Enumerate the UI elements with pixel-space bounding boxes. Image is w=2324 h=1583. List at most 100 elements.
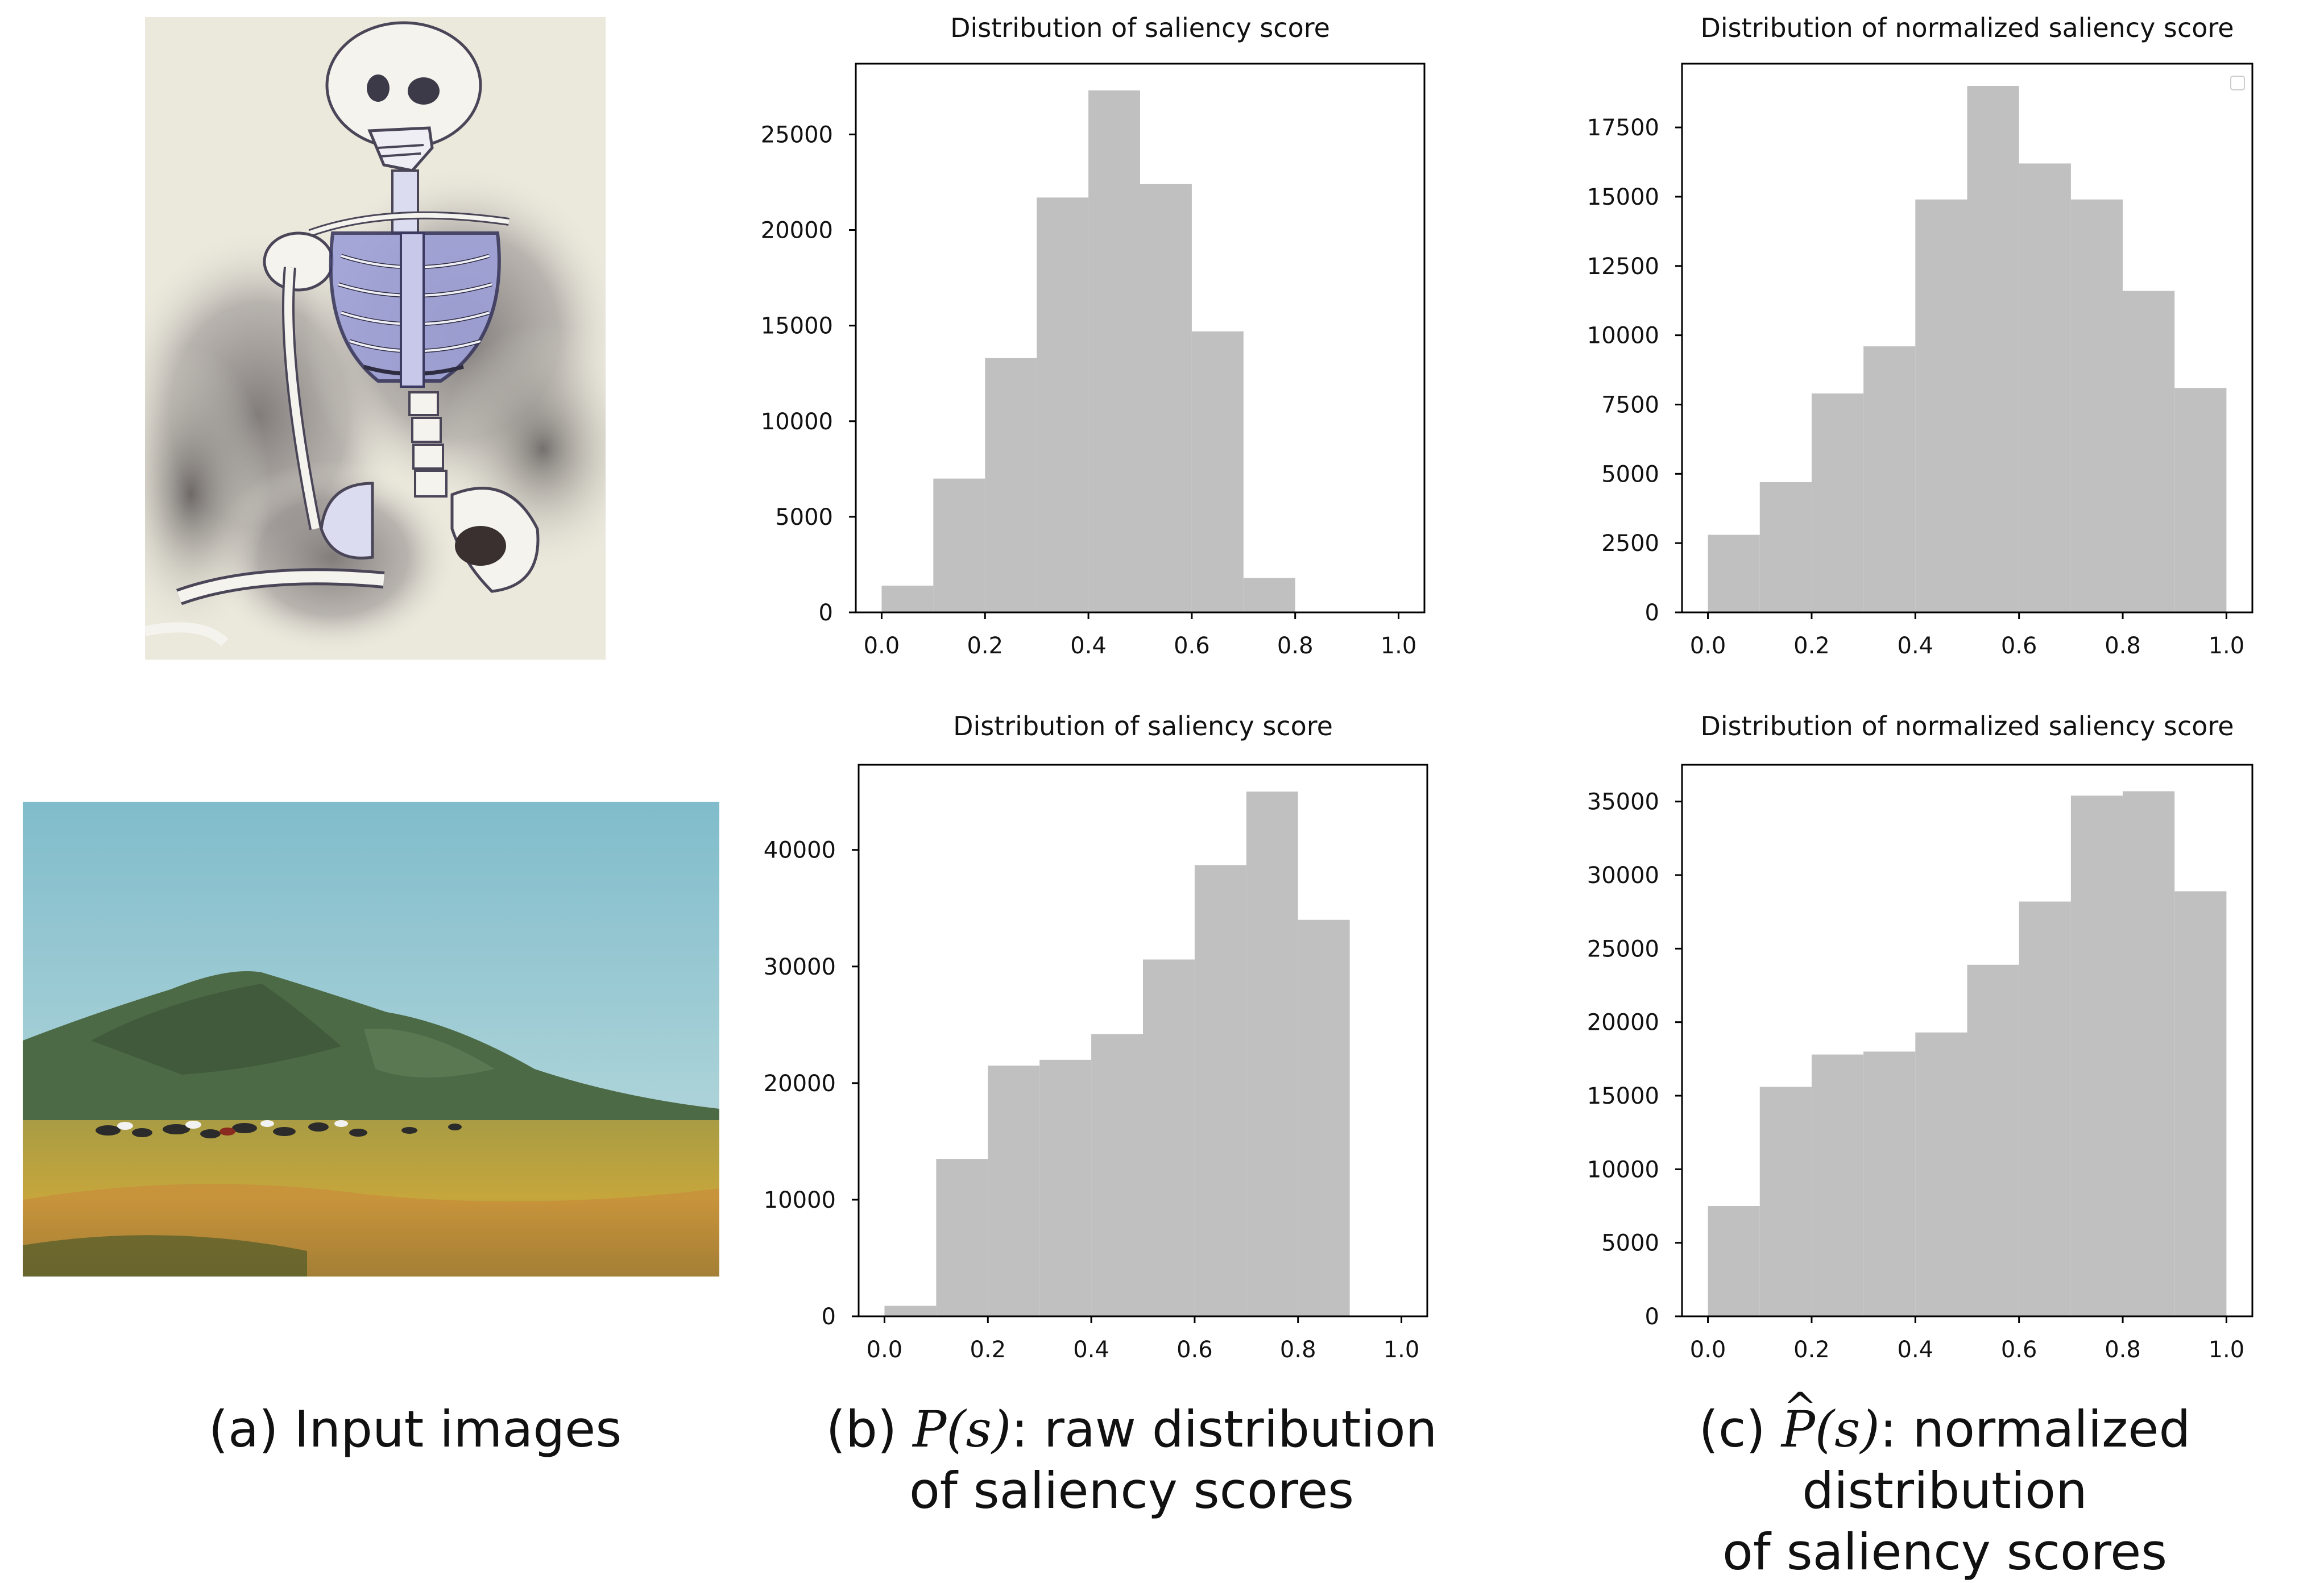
histogram-bar <box>1298 919 1350 1316</box>
histogram-bar <box>1246 792 1298 1316</box>
y-tick-label: 10000 <box>1587 323 1659 349</box>
plot-frame <box>1681 63 2253 614</box>
histogram-bar <box>1915 199 1967 613</box>
plot-frame <box>857 764 1428 1317</box>
x-tick-label: 1.0 <box>2209 633 2245 659</box>
y-tick-label: 0 <box>822 1304 836 1330</box>
plot-frame <box>855 63 1426 614</box>
x-tick-label: 0.0 <box>864 633 900 659</box>
y-tick-label: 15000 <box>761 313 833 339</box>
histogram-bar <box>936 1159 988 1316</box>
histogram-bar <box>1039 1059 1092 1316</box>
x-tick-label: 0.8 <box>2105 633 2141 659</box>
y-tick-label: 40000 <box>764 838 836 864</box>
histogram-bar <box>2123 291 2175 612</box>
histogram-bar <box>2070 795 2123 1316</box>
x-tick-label: 0.4 <box>1070 633 1107 659</box>
x-tick-label: 1.0 <box>2209 1337 2245 1363</box>
x-tick-label: 0.2 <box>967 633 1003 659</box>
histogram-bar <box>1811 1054 1864 1316</box>
histogram-bar <box>1140 184 1192 613</box>
chart-title: Distribution of saliency score <box>950 13 1330 43</box>
y-tick-label: 10000 <box>764 1187 836 1213</box>
histogram-bar <box>2070 199 2123 613</box>
x-tick-label: 0.0 <box>867 1337 903 1363</box>
y-tick-label: 35000 <box>1587 789 1659 815</box>
y-tick-label: 7500 <box>1601 392 1659 418</box>
caption-c-line2: of saliency scores <box>1722 1523 2168 1581</box>
y-tick-label: 5000 <box>775 504 833 531</box>
caption-c-line1: (c) P(s): normalized distribution <box>1569 1377 2320 1522</box>
x-tick-label: 1.0 <box>1383 1337 1420 1363</box>
histogram-bar <box>985 358 1037 612</box>
y-tick-label: 15000 <box>1587 1083 1659 1109</box>
x-tick-label: 0.6 <box>2001 633 2037 659</box>
x-tick-label: 1.0 <box>1381 633 1417 659</box>
x-tick-label: 0.2 <box>970 1337 1006 1363</box>
histogram-bar <box>1967 964 2019 1316</box>
histogram-bar <box>2019 901 2071 1316</box>
x-tick-label: 0.6 <box>1174 633 1210 659</box>
x-tick-label: 0.4 <box>1898 633 1934 659</box>
input-image-landscape <box>23 802 719 1277</box>
histogram-bar <box>1759 1087 1812 1316</box>
histogram-bar <box>2174 891 2227 1316</box>
chart-raw-top: Distribution of saliency score 0.0 0.2 0.4 0… <box>761 13 1426 659</box>
caption-c-math-rest: (s) <box>1815 1400 1880 1458</box>
chart-normalized-top: Distribution of normalized saliency scor… <box>1587 13 2253 659</box>
chart-title: Distribution of normalized saliency scor… <box>1700 13 2234 43</box>
y-tick-label: 0 <box>1645 1304 1659 1330</box>
chart-title: Distribution of normalized saliency scor… <box>1700 711 2234 741</box>
histogram-bar <box>1037 197 1089 612</box>
y-tick-label: 10000 <box>761 409 833 435</box>
y-tick-label: 5000 <box>1601 461 1659 487</box>
caption-b: (b) P(s): raw distribution of saliency s… <box>756 1399 1507 1522</box>
histogram-bar <box>1811 393 1864 612</box>
histogram-bar <box>1191 331 1244 612</box>
x-tick-label: 0.8 <box>2105 1337 2141 1363</box>
y-tick-label: 0 <box>819 600 833 626</box>
plot-frame <box>1681 764 2253 1317</box>
y-tick-label: 30000 <box>1587 863 1659 889</box>
y-tick-label: 20000 <box>1587 1010 1659 1036</box>
histogram-bar <box>1088 90 1140 612</box>
x-tick-label: 0.2 <box>1793 1337 1830 1363</box>
histogram-bar <box>1863 346 1916 612</box>
y-tick-label: 15000 <box>1587 184 1659 210</box>
x-tick-label: 0.8 <box>1280 1337 1316 1363</box>
x-tick-label: 0.0 <box>1690 1337 1726 1363</box>
input-image-skeleton <box>145 17 606 660</box>
x-tick-label: 0.4 <box>1073 1337 1109 1363</box>
x-tick-label: 0.2 <box>1793 633 1830 659</box>
histogram-bar <box>1759 482 1812 612</box>
y-tick-label: 17500 <box>1587 115 1659 141</box>
y-tick-label: 2500 <box>1601 531 1659 557</box>
histogram-bar <box>1708 1206 1760 1316</box>
histogram-bar <box>988 1066 1040 1316</box>
histogram-bar <box>1243 578 1295 612</box>
histogram-bar <box>1708 534 1760 612</box>
histogram-bar <box>884 1306 937 1316</box>
histogram-bar <box>2123 791 2175 1316</box>
histogram-bar <box>2174 388 2227 612</box>
histogram-bar <box>1967 85 2019 613</box>
x-tick-label: 0.8 <box>1277 633 1314 659</box>
chart-normalized-bottom: Distribution of normalized saliency scor… <box>1587 711 2253 1363</box>
y-tick-label: 5000 <box>1601 1230 1659 1257</box>
caption-a: (a) Input images <box>208 1400 622 1458</box>
y-tick-label: 0 <box>1645 600 1659 626</box>
legend-box <box>2230 76 2245 90</box>
histogram-bar <box>881 585 934 612</box>
caption-b-math: P(s) <box>913 1400 1012 1458</box>
histogram-bar <box>1863 1051 1916 1316</box>
histogram-bar <box>2019 163 2071 612</box>
chart-title: Distribution of saliency score <box>953 711 1333 741</box>
histogram-bar <box>1194 865 1246 1316</box>
histogram-bar <box>1915 1032 1967 1316</box>
histogram-bar <box>933 478 985 612</box>
caption-c-math-p: P <box>1782 1377 1817 1460</box>
y-tick-label: 12500 <box>1587 254 1659 280</box>
caption-c: (c) P(s): normalized distribution of sal… <box>1569 1377 2320 1583</box>
x-tick-label: 0.4 <box>1898 1337 1934 1363</box>
y-tick-label: 20000 <box>764 1071 836 1097</box>
